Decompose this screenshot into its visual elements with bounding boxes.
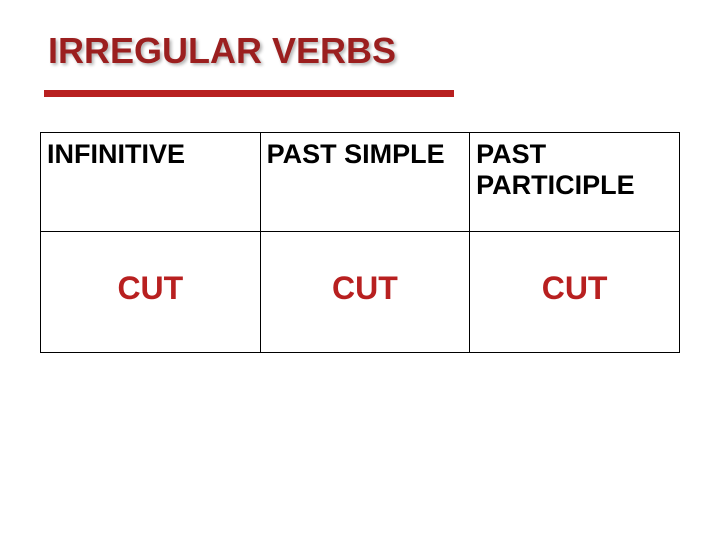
cell-past-participle: CUT bbox=[470, 232, 680, 353]
slide-title: IRREGULAR VERBS bbox=[48, 30, 680, 72]
table-header-row: INFINITIVE PAST SIMPLE PAST PARTICIPLE bbox=[41, 133, 680, 232]
col-infinitive: INFINITIVE bbox=[41, 133, 261, 232]
title-underline bbox=[44, 90, 454, 97]
cell-past-simple: CUT bbox=[260, 232, 470, 353]
col-past-simple: PAST SIMPLE bbox=[260, 133, 470, 232]
col-past-participle: PAST PARTICIPLE bbox=[470, 133, 680, 232]
verb-table: INFINITIVE PAST SIMPLE PAST PARTICIPLE C… bbox=[40, 132, 680, 353]
cell-infinitive: CUT bbox=[41, 232, 261, 353]
table-row: CUT CUT CUT bbox=[41, 232, 680, 353]
